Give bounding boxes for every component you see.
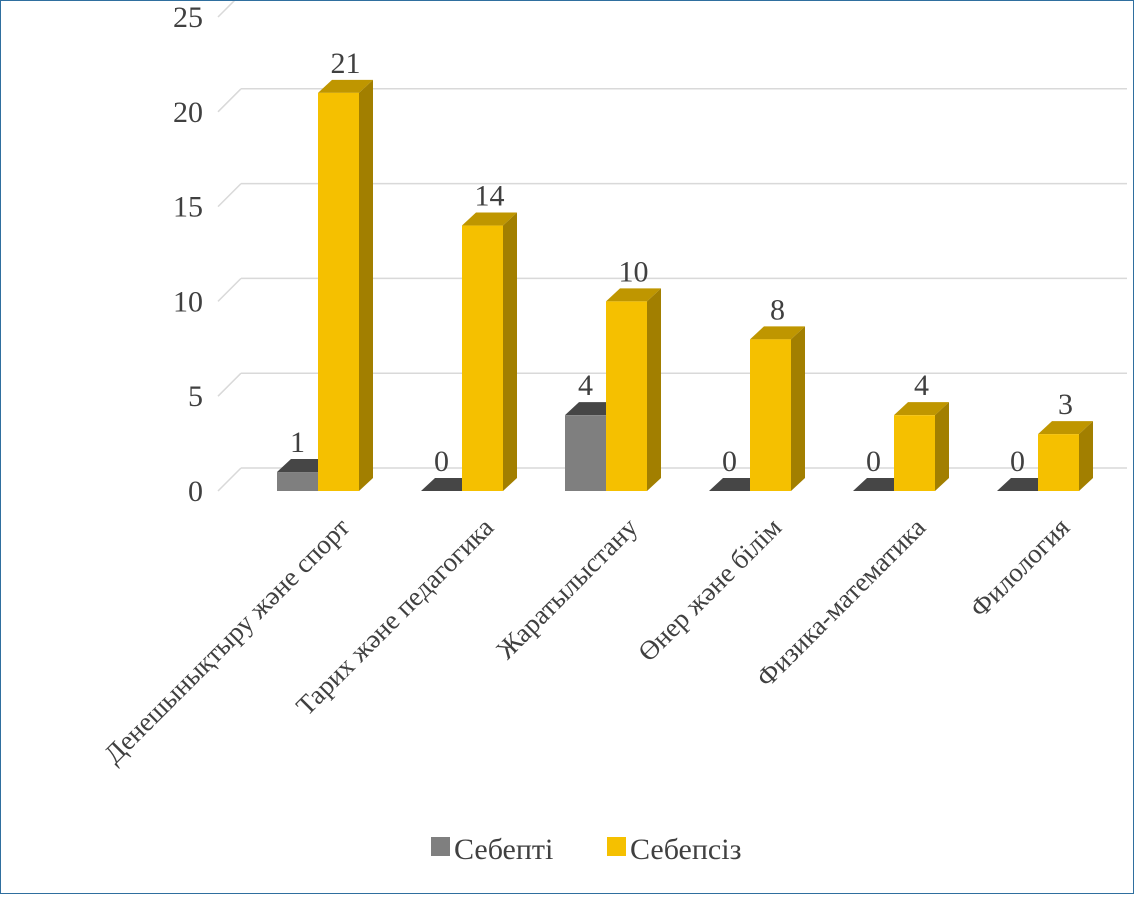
bar-side [935, 402, 949, 491]
data-label: 0 [434, 445, 449, 478]
gridline-depth [217, 467, 242, 492]
bar-front [318, 92, 359, 491]
bar-front [462, 225, 503, 491]
data-label: 10 [619, 255, 649, 288]
data-label: 1 [290, 426, 305, 459]
gridline-depth [217, 0, 237, 18]
y-tick-label: 20 [173, 96, 203, 129]
data-label: 0 [1010, 445, 1025, 478]
bar-top [1038, 421, 1093, 435]
bar-top [318, 79, 373, 93]
gridline-depth [217, 372, 242, 397]
category-label: Өнер және білім [632, 512, 787, 667]
category-label: Жаратылыстану [491, 512, 644, 665]
bar [462, 212, 517, 491]
y-axis-ticks: 0 5 10 15 20 25 [173, 1, 203, 508]
bar-top [462, 212, 517, 226]
data-label: 0 [722, 445, 737, 478]
bar [750, 326, 805, 491]
legend-label: Себепсіз [630, 833, 741, 866]
data-label: 21 [331, 47, 361, 80]
bar [606, 288, 661, 491]
bar [318, 79, 373, 491]
data-label: 4 [578, 369, 593, 402]
bar [894, 402, 949, 491]
bar-side [359, 79, 373, 491]
bar-side [1079, 421, 1093, 491]
bar-front [750, 339, 791, 491]
gridline-depth [217, 277, 242, 302]
bar-front [894, 415, 935, 491]
bar-side [647, 288, 661, 491]
data-label: 0 [866, 445, 881, 478]
y-tick-label: 10 [173, 285, 203, 318]
bar-front [1038, 434, 1079, 491]
legend-swatch [431, 837, 450, 856]
legend: Себепті Себепсіз [431, 833, 741, 866]
bar-front [565, 415, 606, 491]
category-label: Денешынықтыру және спорт [98, 512, 355, 769]
bar-front [277, 472, 318, 491]
bar-front [606, 301, 647, 491]
bar-top [606, 288, 661, 302]
gridline-depth [217, 183, 242, 208]
category-label: Филология [964, 512, 1075, 623]
data-label: 3 [1058, 388, 1073, 421]
data-label: 8 [770, 293, 785, 326]
y-tick-label: 0 [188, 475, 203, 508]
data-label: 14 [475, 180, 505, 213]
bar [1038, 421, 1093, 491]
legend-swatch [607, 837, 626, 856]
gridlines [217, 0, 1127, 492]
y-tick-label: 15 [173, 191, 203, 224]
bar-side [791, 326, 805, 491]
gridline-depth [217, 88, 242, 113]
y-tick-label: 25 [173, 1, 203, 34]
y-tick-label: 5 [188, 380, 203, 413]
bar-side [503, 212, 517, 491]
legend-label: Себепті [454, 833, 553, 866]
bars [277, 79, 1093, 491]
bar-top [894, 402, 949, 416]
bar-top [750, 326, 805, 340]
data-label: 4 [914, 369, 929, 402]
